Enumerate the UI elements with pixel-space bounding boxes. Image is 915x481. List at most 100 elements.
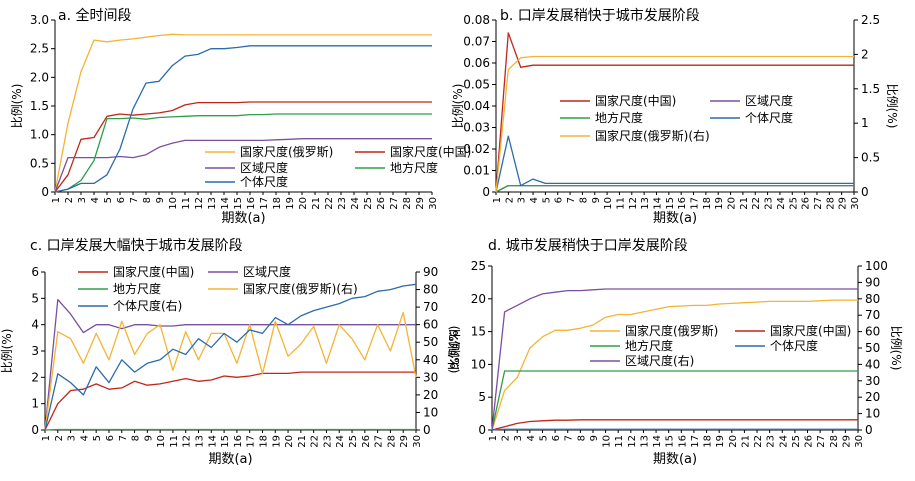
legend-label: 国家尺度(中国) xyxy=(770,323,851,338)
series-line xyxy=(54,33,432,193)
series-line xyxy=(491,428,858,431)
x-tick-label: 5 xyxy=(541,197,552,203)
x-tick-label: 17 xyxy=(259,197,270,210)
y-right-tick-label: 1 xyxy=(861,116,869,130)
y-tick-label: 1.5 xyxy=(30,99,49,113)
y-tick-label: 0 xyxy=(478,423,486,437)
y-right-tick-label: 60 xyxy=(865,325,880,339)
x-tick-label: 13 xyxy=(207,197,218,210)
y-right-tick-label: 2.5 xyxy=(861,13,880,27)
x-tick-label: 24 xyxy=(776,197,787,210)
x-tick-label: 23 xyxy=(764,197,775,210)
x-tick-label: 7 xyxy=(118,435,129,441)
x-tick-label: 24 xyxy=(350,197,361,210)
x-tick-label: 29 xyxy=(399,435,410,448)
series-line xyxy=(44,428,416,431)
x-tick-label: 27 xyxy=(816,435,827,448)
x-tick-label: 8 xyxy=(578,197,589,203)
x-tick-label: 4 xyxy=(90,197,101,203)
series-line xyxy=(491,419,858,431)
x-tick-label: 21 xyxy=(740,435,751,448)
x-tick-label: 22 xyxy=(310,435,321,448)
x-tick-label: 5 xyxy=(103,197,114,203)
y-tick-label: 2.0 xyxy=(30,70,49,84)
x-tick-label: 20 xyxy=(727,197,738,210)
y-tick-label: 15 xyxy=(471,325,486,339)
series-line xyxy=(495,32,854,193)
y-tick-label: 10 xyxy=(471,357,486,371)
x-tick-label: 2 xyxy=(501,435,512,441)
x-tick-label: 1 xyxy=(51,197,62,203)
x-tick-label: 11 xyxy=(615,197,626,210)
chart-panel-3: c. 口岸发展大幅快于城市发展阶段01234560102030405060708… xyxy=(0,237,461,467)
y-right-tick-label: 20 xyxy=(423,388,438,402)
legend-label: 地方尺度 xyxy=(390,160,438,175)
x-tick-label: 7 xyxy=(129,197,140,203)
x-tick-label: 15 xyxy=(233,197,244,210)
series-line xyxy=(54,138,432,193)
x-tick-label: 30 xyxy=(854,435,865,448)
x-tick-label: 6 xyxy=(554,197,565,203)
y-tick-label: 5 xyxy=(31,291,39,305)
x-tick-label: 9 xyxy=(143,435,154,441)
x-tick-label: 19 xyxy=(271,435,282,448)
x-tick-label: 7 xyxy=(566,197,577,203)
y-tick-label: 0 xyxy=(482,185,490,199)
x-tick-label: 10 xyxy=(602,435,613,448)
x-tick-label: 12 xyxy=(194,197,205,210)
x-tick-label: 27 xyxy=(374,435,385,448)
legend-label: 地方尺度 xyxy=(113,281,161,296)
x-tick-label: 23 xyxy=(766,435,777,448)
x-tick-label: 19 xyxy=(715,435,726,448)
x-tick-label: 17 xyxy=(246,435,257,448)
x-tick-label: 19 xyxy=(285,197,296,210)
series-line xyxy=(54,113,432,193)
x-tick-label: 13 xyxy=(639,435,650,448)
y-tick-label: 0.05 xyxy=(463,78,490,92)
x-tick-label: 16 xyxy=(677,435,688,448)
x-tick-label: 2 xyxy=(64,197,75,203)
x-tick-label: 29 xyxy=(841,435,852,448)
x-tick-label: 8 xyxy=(142,197,153,203)
x-tick-label: 4 xyxy=(79,435,90,441)
series-line xyxy=(495,55,854,193)
legend-label: 国家尺度(中国) xyxy=(390,144,471,159)
x-tick-label: 21 xyxy=(739,197,750,210)
y-axis-label: 比例(%) xyxy=(0,329,14,374)
x-tick-label: 27 xyxy=(389,197,400,210)
y-right-tick-label: 70 xyxy=(423,300,438,314)
y-right-tick-label: 2 xyxy=(861,47,869,61)
chart-title: c. 口岸发展大幅快于城市发展阶段 xyxy=(30,237,243,254)
x-tick-label: 18 xyxy=(258,435,269,448)
x-tick-label: 26 xyxy=(376,197,387,210)
legend-label: 国家尺度(俄罗斯) xyxy=(625,323,718,338)
x-tick-label: 14 xyxy=(652,197,663,210)
x-tick-label: 4 xyxy=(529,197,540,203)
x-tick-label: 9 xyxy=(155,197,166,203)
x-tick-label: 25 xyxy=(791,435,802,448)
legend-label: 个体尺度 xyxy=(770,338,818,353)
x-tick-label: 12 xyxy=(182,435,193,448)
chart-title: b. 口岸发展稍快于城市发展阶段 xyxy=(500,7,700,24)
y-right-tick-label: 80 xyxy=(423,283,438,297)
y-tick-label: 20 xyxy=(471,292,486,306)
x-tick-label: 15 xyxy=(220,435,231,448)
y-tick-label: 0 xyxy=(31,423,39,437)
x-tick-label: 1 xyxy=(492,197,503,203)
x-tick-label: 4 xyxy=(526,435,537,441)
x-tick-label: 2 xyxy=(54,435,65,441)
x-axis-label: 期数(a) xyxy=(653,452,697,467)
y-right-tick-label: 30 xyxy=(423,370,438,384)
x-tick-label: 11 xyxy=(614,435,625,448)
x-tick-label: 22 xyxy=(324,197,335,210)
y-tick-label: 0.01 xyxy=(463,164,490,178)
x-tick-label: 26 xyxy=(804,435,815,448)
x-tick-label: 28 xyxy=(402,197,413,210)
x-tick-label: 14 xyxy=(652,435,663,448)
x-tick-label: 30 xyxy=(850,197,861,210)
x-tick-label: 24 xyxy=(778,435,789,448)
y-tick-label: 1 xyxy=(31,397,39,411)
x-tick-label: 26 xyxy=(361,435,372,448)
x-tick-label: 20 xyxy=(284,435,295,448)
